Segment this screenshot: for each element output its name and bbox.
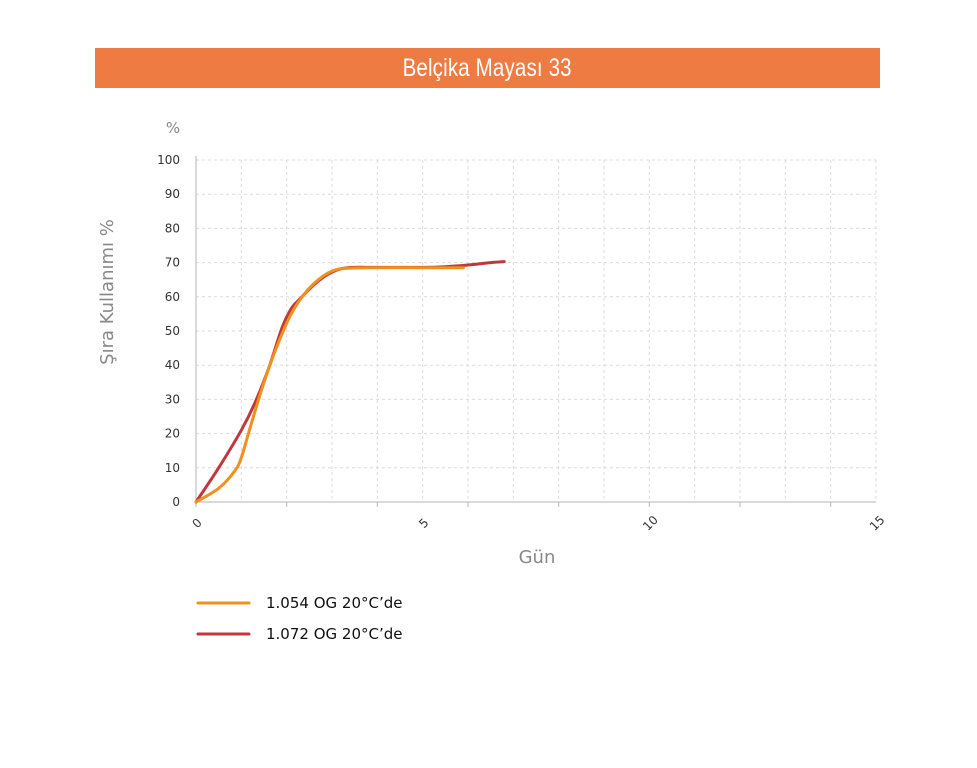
y-tick-label: 60: [165, 290, 180, 304]
y-tick-label: 50: [165, 324, 180, 338]
y-tick-label: 40: [165, 358, 180, 372]
y-tick-label: 30: [165, 392, 180, 406]
axes: [195, 156, 876, 507]
y-axis-title: Şıra Kullanımı %: [97, 219, 118, 365]
chart-title-banner: Belçika Mayası 33: [95, 48, 880, 88]
x-tick-label: 5: [416, 516, 431, 531]
legend-label-1: 1.054 OG 20°C’de: [266, 594, 403, 612]
x-tick-label: 15: [867, 513, 888, 534]
series-line-2: [194, 260, 506, 504]
grid: [196, 159, 877, 502]
y-tick-label: 80: [165, 221, 180, 235]
x-tick-label: 0: [190, 516, 205, 531]
tick-labels: 0 10 20 30 40 50 60 70 80 90 100 0 5 10 15: [157, 153, 887, 534]
legend-label-2: 1.072 OG 20°C’de: [266, 625, 403, 643]
chart-title: Belçika Mayası 33: [402, 53, 573, 82]
x-tick-label: 10: [640, 513, 661, 534]
y-tick-label: 10: [165, 461, 180, 475]
y-tick-label: 0: [172, 495, 180, 509]
series-lines: [194, 260, 506, 504]
y-tick-label: 90: [165, 187, 180, 201]
y-unit-label: %: [166, 119, 180, 137]
y-tick-label: 100: [157, 153, 180, 167]
x-axis-title: Gün: [519, 547, 556, 568]
series-line-1: [194, 266, 465, 504]
y-tick-label: 20: [165, 427, 180, 441]
legend: 1.054 OG 20°C’de 1.072 OG 20°C’de: [196, 594, 403, 643]
y-tick-label: 70: [165, 256, 180, 270]
